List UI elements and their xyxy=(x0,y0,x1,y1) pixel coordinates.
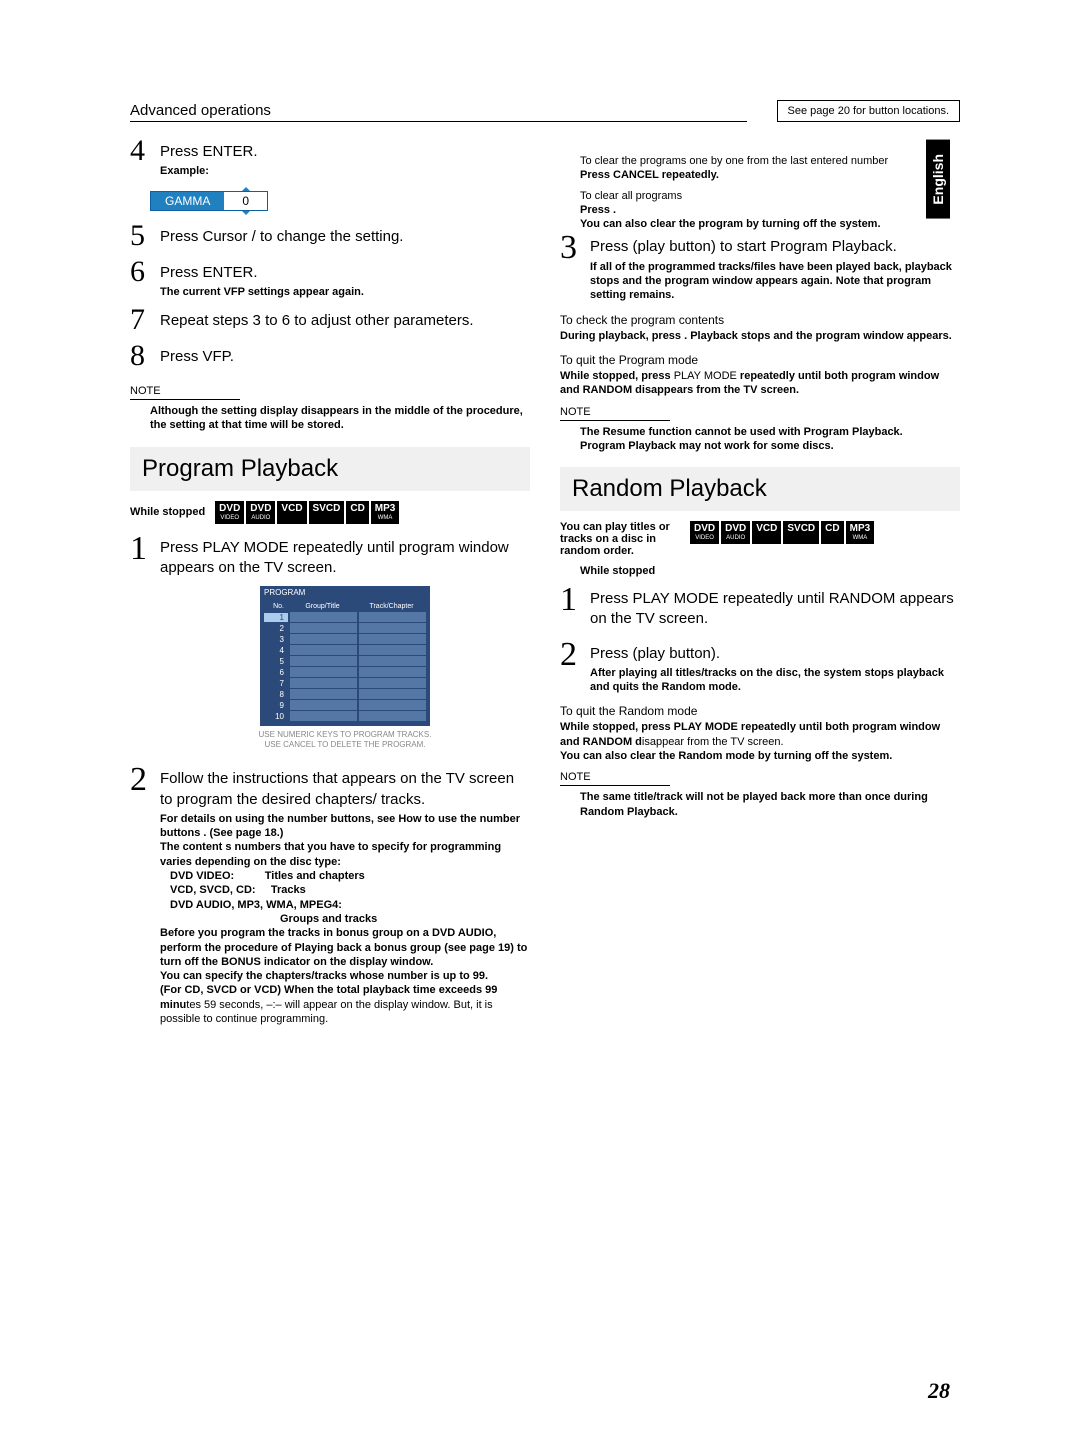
bullet-text: For details on using the number buttons,… xyxy=(160,812,530,841)
check-contents-hdr: To check the program contents xyxy=(560,313,960,327)
quit-random-text: While stopped, press PLAY MODE repeatedl… xyxy=(560,720,960,749)
cd-badge: CD xyxy=(821,521,843,544)
step-text: Press (play button) to start Program Pla… xyxy=(590,237,960,257)
step-text: Repeat steps 3 to 6 to adjust other para… xyxy=(160,311,530,331)
vcd-badge: VCD xyxy=(277,501,306,524)
col-hdr-track: Track/Chapter xyxy=(357,603,426,610)
quit-random-hdr: To quit the Random mode xyxy=(560,704,960,718)
quit-program-hdr: To quit the Program mode xyxy=(560,353,960,367)
clear-all-action: Press . xyxy=(580,203,960,217)
language-tab: English xyxy=(926,140,950,219)
step-number: 6 xyxy=(130,257,150,287)
disc-badges: DVDVIDEO DVDAUDIO VCD SVCD CD MP3WMA xyxy=(215,501,399,524)
vcd-badge: VCD xyxy=(752,521,781,544)
random-intro: You can play titles or tracks on a disc … xyxy=(560,521,680,557)
note-text: Although the setting display disappears … xyxy=(150,404,530,433)
condition-label: While stopped xyxy=(130,506,205,518)
step-text: Follow the instructions that appears on … xyxy=(160,769,530,810)
fig-caption-l1: USE NUMERIC KEYS TO PROGRAM TRACKS. xyxy=(160,730,530,740)
dvd-audio-badge: DVDAUDIO xyxy=(721,521,750,544)
clear-one-text: To clear the programs one by one from th… xyxy=(580,154,960,168)
step-text: Press (play button). xyxy=(590,644,960,664)
dvd-video-badge: DVDVIDEO xyxy=(690,521,719,544)
step-subtext: After playing all titles/tracks on the d… xyxy=(590,666,960,695)
bullet-text: (For CD, SVCD or VCD) When the total pla… xyxy=(160,983,530,1026)
clear-all-text: To clear all programs xyxy=(580,189,960,203)
step-text: Press VFP. xyxy=(160,347,530,367)
step-number: 2 xyxy=(560,638,580,672)
step-subtext: If all of the programmed tracks/files ha… xyxy=(590,260,960,303)
fig-caption-l2: USE CANCEL TO DELETE THE PROGRAM. xyxy=(160,740,530,750)
svcd-badge: SVCD xyxy=(309,501,345,524)
step-text: Press Cursor / to change the setting. xyxy=(160,227,530,247)
note-text: The same title/track will not be played … xyxy=(580,790,960,819)
disc-type-line: DVD AUDIO, MP3, WMA, MPEG4: xyxy=(170,898,530,912)
dvd-audio-badge: DVDAUDIO xyxy=(246,501,275,524)
right-column: To clear the programs one by one from th… xyxy=(560,136,960,1032)
step-number: 3 xyxy=(560,231,580,265)
disc-type-line: Groups and tracks xyxy=(280,912,530,926)
note-header: NOTE xyxy=(560,406,670,421)
section-header: Advanced operations xyxy=(130,102,747,122)
bullet-text: Before you program the tracks in bonus g… xyxy=(160,926,530,969)
disc-type-line: DVD VIDEO: Titles and chapters xyxy=(170,869,530,883)
note-text: The Resume function cannot be used with … xyxy=(580,425,960,439)
bullet-text: You can specify the chapters/tracks whos… xyxy=(160,969,530,983)
left-column: 4 Press ENTER. Example: GAMMA 0 5 Press … xyxy=(130,136,530,1032)
condition-label: While stopped xyxy=(580,565,960,577)
quit-program-text: While stopped, press PLAY MODE repeatedl… xyxy=(560,369,960,398)
cd-badge: CD xyxy=(346,501,368,524)
disc-badges: DVDVIDEO DVDAUDIO VCD SVCD CD MP3WMA xyxy=(690,521,874,544)
step-text: Press ENTER. xyxy=(160,263,530,283)
step-number: 2 xyxy=(130,763,150,797)
step-number: 1 xyxy=(130,532,150,566)
col-hdr-no: No. xyxy=(264,603,288,610)
program-window-figure: PROGRAM No. Group/Title Track/Chapter 1 … xyxy=(260,586,430,726)
dvd-video-badge: DVDVIDEO xyxy=(215,501,244,524)
mp3-wma-badge: MP3WMA xyxy=(371,501,400,524)
step-subtext: The current VFP settings appear again. xyxy=(160,285,530,299)
program-playback-banner: Program Playback xyxy=(130,447,530,491)
example-label: Example: xyxy=(160,164,530,178)
note-header: NOTE xyxy=(560,771,670,786)
col-hdr-group: Group/Title xyxy=(288,603,357,610)
quit-random-extra: You can also clear the Random mode by tu… xyxy=(560,749,960,763)
step-number: 1 xyxy=(560,583,580,617)
step-text: Press PLAY MODE repeatedly until RANDOM … xyxy=(590,589,960,630)
disc-type-line: VCD, SVCD, CD: Tracks xyxy=(170,883,530,897)
step-number: 8 xyxy=(130,341,150,371)
step-text: Press ENTER. xyxy=(160,142,530,162)
program-fig-title: PROGRAM xyxy=(260,586,430,599)
page-number: 28 xyxy=(928,1378,950,1404)
step-number: 7 xyxy=(130,305,150,335)
clear-all-extra: You can also clear the program by turnin… xyxy=(580,217,960,231)
button-ref-box: See page 20 for button locations. xyxy=(777,100,960,122)
note-text: Program Playback may not work for some d… xyxy=(580,439,960,453)
note-header: NOTE xyxy=(130,385,240,400)
step-number: 5 xyxy=(130,221,150,251)
random-playback-banner: Random Playback xyxy=(560,467,960,511)
mp3-wma-badge: MP3WMA xyxy=(846,521,875,544)
svcd-badge: SVCD xyxy=(783,521,819,544)
gamma-example: GAMMA 0 xyxy=(150,191,268,211)
step-number: 4 xyxy=(130,136,150,166)
check-contents-text: During playback, press . Playback stops … xyxy=(560,329,960,343)
gamma-label: GAMMA xyxy=(151,192,224,210)
clear-one-action: Press CANCEL repeatedly. xyxy=(580,168,960,182)
step-text: Press PLAY MODE repeatedly until program… xyxy=(160,538,530,579)
gamma-value: 0 xyxy=(224,192,267,210)
bullet-text: The content s numbers that you have to s… xyxy=(160,840,530,869)
